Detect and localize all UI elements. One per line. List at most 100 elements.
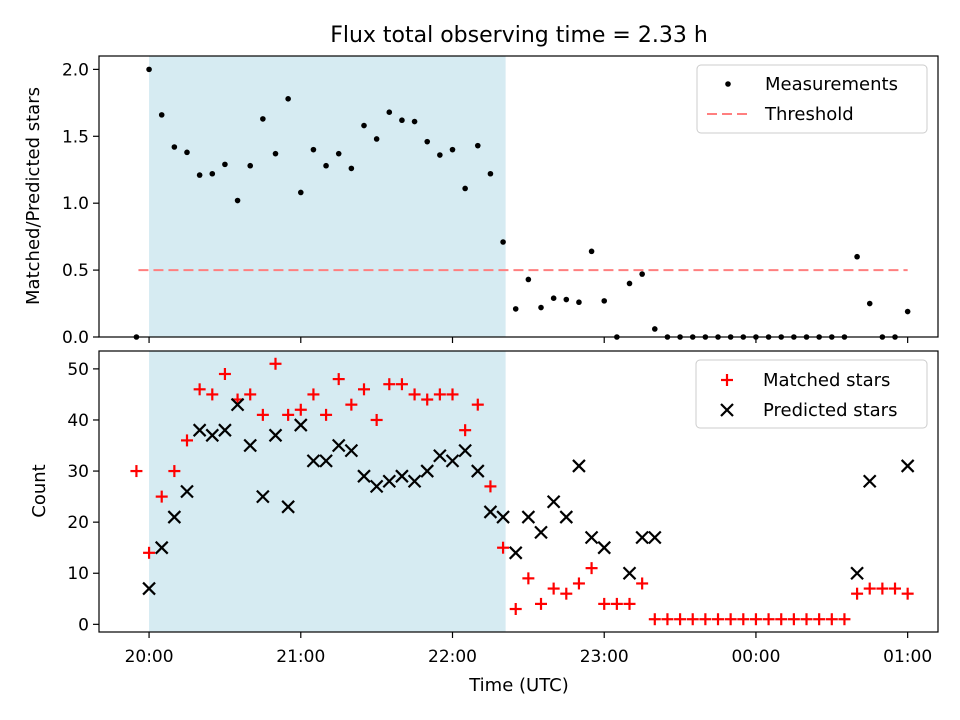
measurement-point <box>260 116 266 122</box>
predicted-star-stroke-b <box>319 454 333 468</box>
matched-star-point <box>648 613 661 626</box>
predicted-star-point <box>900 459 915 473</box>
predicted-star-stroke-b <box>458 443 472 458</box>
bottom-y-tick-label: 0 <box>78 615 89 635</box>
matched-star-point <box>282 408 295 421</box>
matched-star-point <box>320 408 333 421</box>
predicted-star-stroke-b <box>243 438 257 453</box>
measurement-point <box>538 304 544 311</box>
measurement-point <box>462 185 468 192</box>
top-markers <box>133 66 911 340</box>
measurement-point <box>651 326 658 332</box>
matched-star-point <box>446 388 459 401</box>
matched-star-point <box>244 388 257 401</box>
predicted-star-point <box>357 469 371 483</box>
top-y-tick-label: 0.5 <box>62 261 89 281</box>
measurement-point <box>866 300 873 307</box>
predicted-star-point <box>243 438 257 453</box>
bottom-y-tick-label: 20 <box>67 513 89 533</box>
matched-star-point <box>345 398 358 411</box>
measurement-point <box>411 118 418 125</box>
bottom-legend: Matched stars Predicted stars <box>695 359 928 429</box>
predicted-star-stroke-b <box>142 581 156 596</box>
matched-star-point <box>180 434 193 447</box>
legend-threshold-label: Threshold <box>764 104 854 125</box>
matched-star-point <box>762 613 775 626</box>
predicted-star-point <box>433 448 447 463</box>
measurement-point <box>373 136 380 142</box>
bottom-panel: 0 10 20 30 40 50 20:00 21:00 22:00 23:00 00:00 01:… <box>29 350 939 696</box>
matched-star-point <box>370 413 383 426</box>
matched-star-point <box>712 613 725 626</box>
bottom-legend-frame <box>695 359 928 429</box>
measurement-point <box>474 142 481 149</box>
predicted-star-stroke-b <box>205 428 220 443</box>
predicted-star-stroke-b <box>471 464 485 478</box>
top-y-axis-label: Matched/Predicted stars <box>23 87 44 305</box>
top-y-tick-label: 0.0 <box>62 328 89 348</box>
matched-star-point <box>522 572 535 585</box>
top-y-tick-label: 2.0 <box>62 60 89 80</box>
measurement-point <box>487 170 494 177</box>
predicted-star-point <box>597 540 611 555</box>
predicted-star-point <box>319 454 333 468</box>
predicted-star-point <box>508 546 523 560</box>
predicted-star-stroke-b <box>862 474 877 489</box>
predicted-star-point <box>218 423 232 437</box>
top-y-tick-label: 1.5 <box>62 127 89 147</box>
predicted-star-stroke-b <box>521 510 536 524</box>
predicted-star-stroke-b <box>445 454 460 468</box>
matched-star-point <box>674 613 687 626</box>
predicted-star-point <box>471 464 485 478</box>
predicted-star-stroke-b <box>281 500 295 514</box>
predicted-star-point <box>344 443 359 458</box>
predicted-star-stroke-b <box>420 464 434 478</box>
measurement-point <box>196 172 203 178</box>
predicted-star-point <box>584 530 599 545</box>
predicted-star-point <box>331 438 346 453</box>
matched-star-point <box>901 587 914 600</box>
matched-star-point <box>433 388 446 401</box>
measurement-point <box>285 96 291 102</box>
matched-star-point <box>825 613 838 626</box>
measurement-point <box>348 165 355 172</box>
matched-star-point <box>838 613 851 626</box>
predicted-star-stroke-b <box>382 474 397 489</box>
measurement-point <box>424 138 431 145</box>
top-shaded-region <box>149 56 506 337</box>
measurement-point <box>576 299 582 306</box>
measurement-point <box>323 162 329 169</box>
measurement-point <box>234 197 241 204</box>
bottom-y-tick-label: 10 <box>67 564 89 584</box>
predicted-star-point <box>294 418 308 432</box>
matched-star-point <box>547 582 560 595</box>
predicted-star-point <box>306 454 321 468</box>
measurement-point <box>310 146 317 153</box>
predicted-star-stroke-b <box>546 494 561 509</box>
legend-predicted-marker <box>720 403 734 417</box>
predicted-star-stroke-b <box>496 510 510 524</box>
x-tick-label: 23:00 <box>580 647 629 667</box>
predicted-star-stroke-b <box>268 428 283 443</box>
bottom-plot-frame <box>98 350 939 633</box>
measurement-point <box>158 112 165 118</box>
predicted-star-stroke-b <box>559 510 574 524</box>
predicted-star-stroke-b <box>572 459 586 473</box>
matched-star-point <box>168 465 181 478</box>
measurement-point <box>361 122 367 129</box>
matched-star-point <box>699 613 712 626</box>
predicted-star-point <box>635 530 649 545</box>
measurement-point <box>399 117 405 124</box>
predicted-star-stroke-b <box>635 530 649 545</box>
predicted-star-point <box>445 454 460 468</box>
predicted-star-point <box>648 530 662 545</box>
predicted-star-stroke-b <box>407 474 422 489</box>
predicted-star-stroke-b <box>192 423 207 437</box>
predicted-star-stroke-b <box>534 525 548 540</box>
predicted-star-point <box>572 459 586 473</box>
matched-star-point <box>471 398 484 411</box>
predicted-star-stroke-b <box>357 469 371 483</box>
predicted-star-stroke-b <box>508 546 523 560</box>
predicted-star-stroke-b <box>180 484 194 499</box>
